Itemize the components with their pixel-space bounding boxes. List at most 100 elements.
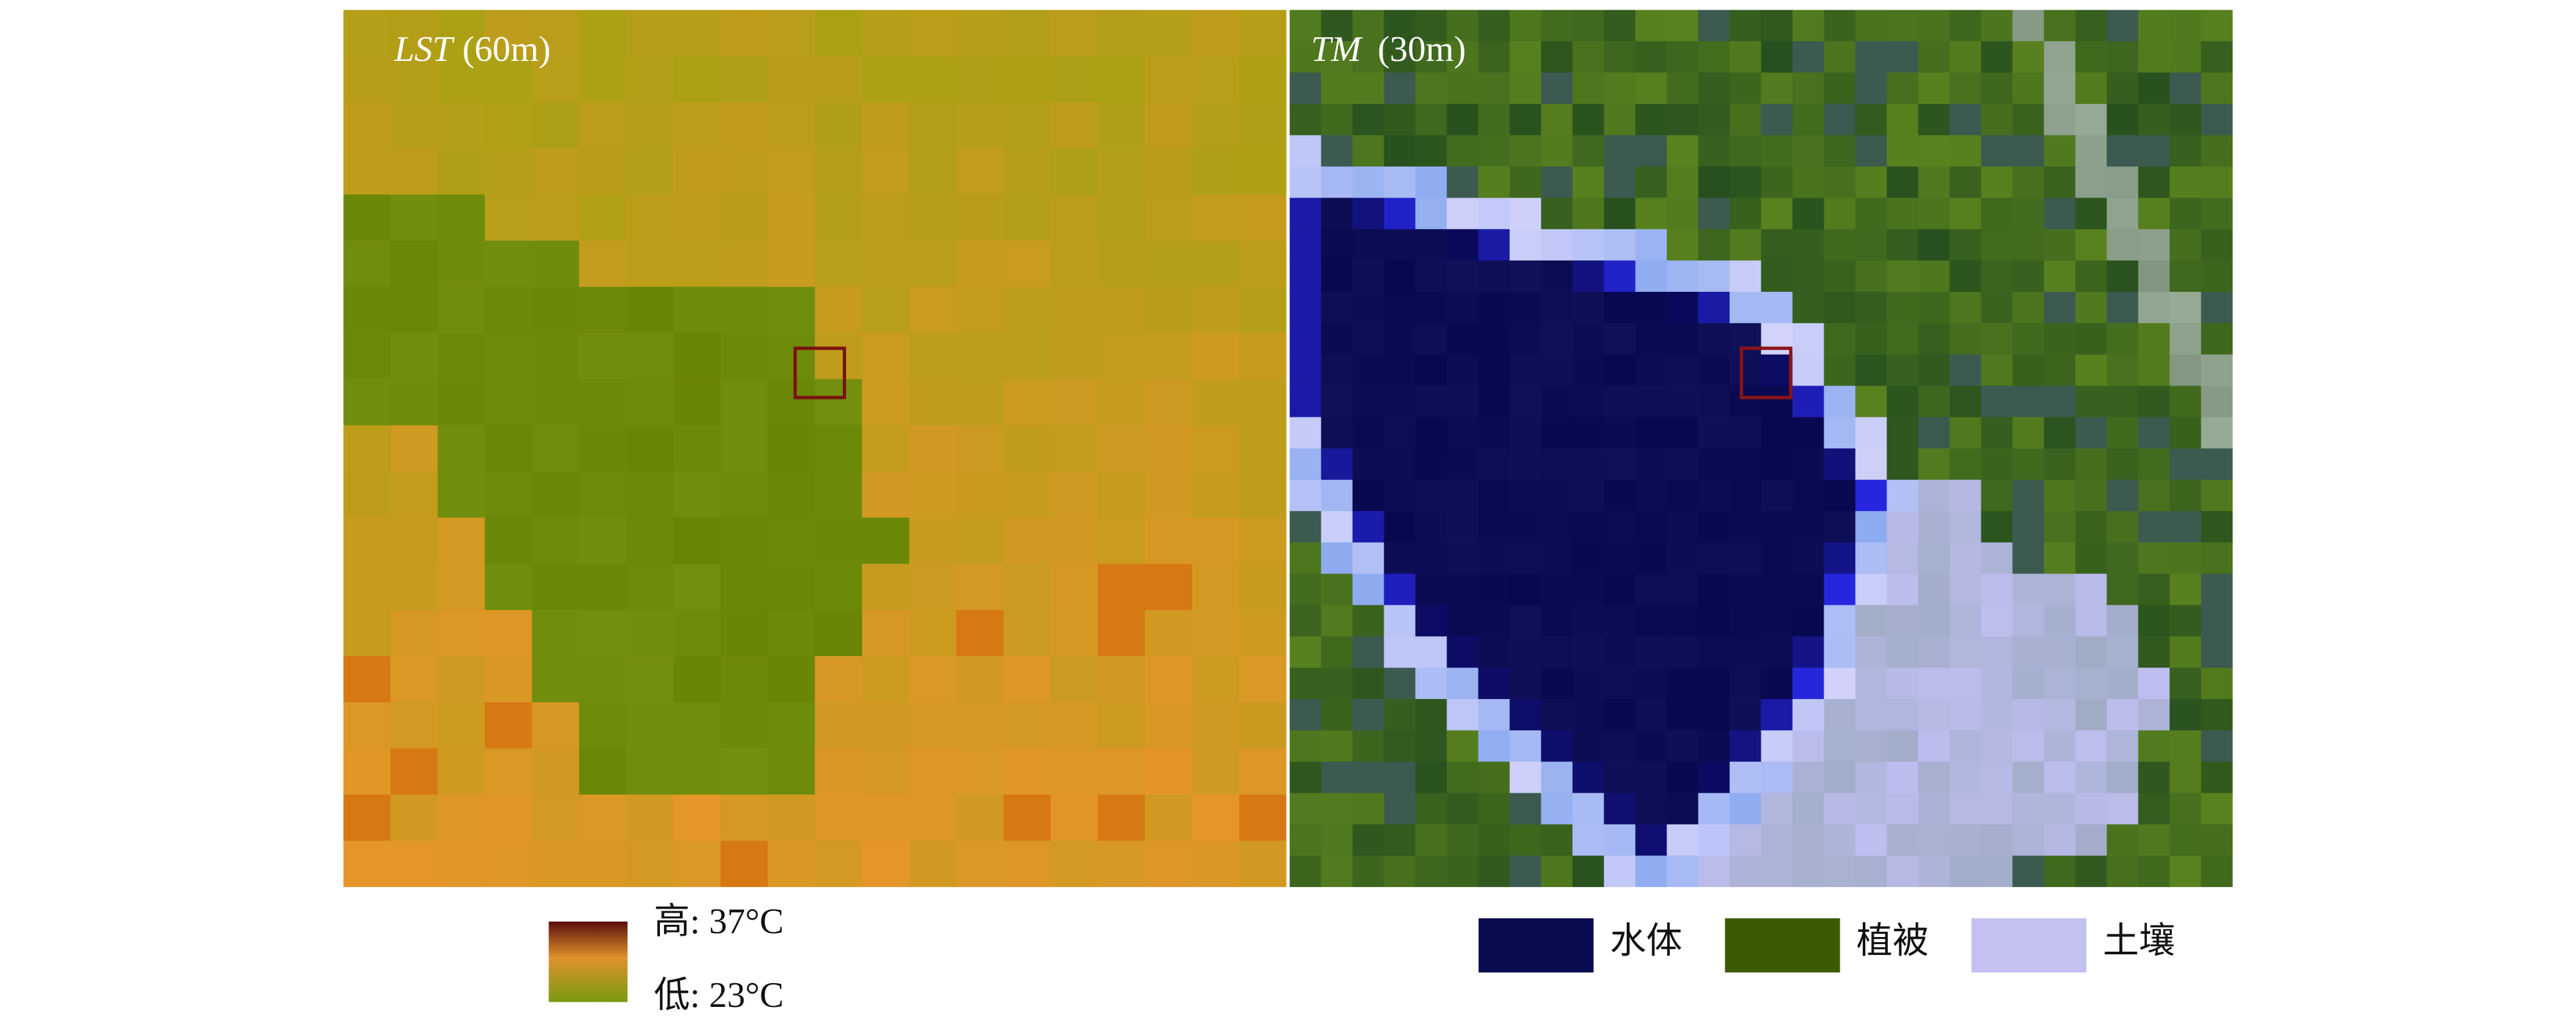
class-label: 土壤 [2103, 922, 2175, 961]
pixel [1886, 323, 1919, 355]
pixel [2044, 103, 2076, 137]
pixel [1635, 761, 1668, 794]
pixel [1352, 480, 1385, 512]
pixel [1239, 287, 1287, 334]
pixel [343, 425, 392, 473]
pixel [1541, 166, 1573, 199]
pixel [1949, 511, 1982, 544]
pixel [1949, 229, 1982, 262]
pixel [1886, 542, 1919, 575]
pixel [2106, 354, 2139, 387]
pixel [2075, 10, 2108, 42]
pixel [1289, 385, 1322, 418]
pixel [767, 702, 816, 750]
pixel [2075, 354, 2108, 387]
pixel [1635, 198, 1668, 230]
pixel [2138, 793, 2171, 825]
pixel [2138, 480, 2171, 512]
pixel [1824, 292, 1856, 325]
pixel [1321, 480, 1353, 512]
pixel [579, 471, 627, 519]
pixel [767, 241, 816, 288]
pixel [1289, 166, 1322, 199]
pixel [1446, 385, 1479, 418]
pixel [1415, 636, 1448, 669]
pixel [1729, 260, 1762, 293]
pixel [579, 610, 627, 657]
pixel [2012, 166, 2045, 199]
pixel [1635, 730, 1668, 763]
pixel [2169, 135, 2202, 167]
pixel [767, 287, 816, 334]
pixel [1192, 656, 1241, 704]
pixel [1478, 229, 1511, 262]
pixel [1698, 511, 1731, 544]
pixel [1698, 542, 1731, 575]
pixel [2106, 636, 2139, 669]
pixel [720, 425, 769, 473]
pixel [2075, 323, 2108, 355]
pixel [1855, 793, 1888, 825]
pixel [720, 794, 769, 842]
pixel [2169, 856, 2202, 888]
pixel [1666, 793, 1699, 825]
pixel [767, 102, 816, 149]
pixel [2169, 166, 2202, 199]
pixel [1321, 824, 1353, 857]
pixel [1981, 354, 2013, 387]
pixel [1572, 385, 1605, 418]
pixel [909, 10, 958, 57]
pixel [626, 471, 675, 519]
pixel [1384, 730, 1416, 763]
pixel [1635, 354, 1668, 387]
pixel [1855, 103, 1888, 137]
pixel [1050, 425, 1099, 473]
pixel [1981, 605, 2013, 637]
pixel [1572, 856, 1605, 888]
pixel [1289, 480, 1322, 512]
pixel [1321, 103, 1353, 137]
pixel [532, 471, 580, 519]
pixel [343, 379, 392, 426]
pixel [1698, 573, 1731, 606]
pixel [720, 564, 769, 611]
pixel [673, 610, 722, 657]
pixel [2106, 856, 2139, 888]
pixel [815, 102, 863, 149]
pixel [1729, 166, 1762, 199]
pixel [909, 241, 958, 288]
pixel [1509, 417, 1542, 450]
pixel [861, 148, 910, 196]
pixel [1918, 793, 1951, 825]
pixel [1239, 333, 1287, 380]
legend-high: 高: 37°C [654, 902, 783, 941]
pixel [1239, 425, 1287, 473]
pixel [956, 471, 1004, 519]
pixel [1192, 610, 1241, 657]
pixel [2106, 10, 2139, 42]
pixel [1144, 287, 1193, 334]
pixel [2106, 824, 2139, 857]
pixel [1446, 480, 1479, 512]
pixel [1792, 730, 1825, 763]
pixel [1384, 417, 1416, 450]
pixel [1097, 56, 1146, 103]
pixel [673, 425, 722, 473]
pixel [1824, 72, 1856, 105]
pixel [1824, 824, 1856, 857]
pixel [956, 518, 1004, 565]
pixel [1604, 385, 1636, 418]
pixel [1572, 761, 1605, 794]
pixel [2201, 103, 2233, 137]
pixel [579, 564, 627, 611]
pixel [1321, 730, 1353, 763]
pixel [1321, 793, 1353, 825]
pixel [2012, 480, 2045, 512]
pixel [1192, 194, 1241, 242]
pixel [1792, 511, 1825, 544]
pixel [2201, 542, 2233, 575]
pixel [1981, 824, 2013, 857]
pixel [1792, 542, 1825, 575]
pixel [579, 840, 627, 888]
